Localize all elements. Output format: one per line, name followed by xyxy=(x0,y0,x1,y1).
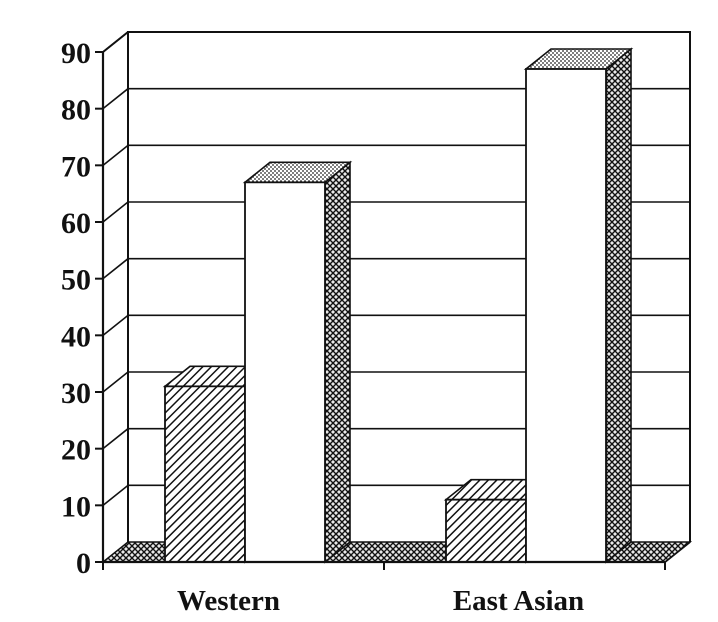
bar-east-asian-s1-front xyxy=(445,498,527,563)
x-category-label-western: Western xyxy=(177,585,280,617)
bar-east-asian-s2-front xyxy=(525,68,607,563)
back-wall xyxy=(127,31,691,542)
y-tick-label-0: 0 xyxy=(76,547,91,580)
axes xyxy=(95,51,666,570)
y-tick-label-20: 20 xyxy=(61,434,91,467)
bars xyxy=(162,47,634,564)
wall-gridline-50 xyxy=(102,258,129,280)
wall-gridline-10 xyxy=(102,484,129,506)
y-tick-label-70: 70 xyxy=(61,150,91,183)
bar-western-s2-front xyxy=(244,181,326,563)
y-tick-label-40: 40 xyxy=(61,320,91,353)
y-tick-labels: 0 10 20 30 40 50 60 70 80 90 xyxy=(61,37,91,580)
x-category-labels: Western East Asian xyxy=(177,585,584,617)
y-tick-label-10: 10 xyxy=(61,490,91,523)
bar-western-s1-front xyxy=(164,385,246,563)
bar-east-asian-s2-side xyxy=(605,47,632,564)
wall-gridline-60 xyxy=(102,201,129,223)
wall-gridline-40 xyxy=(102,314,129,336)
wall-gridline-30 xyxy=(102,371,129,393)
wall-gridline-80 xyxy=(102,88,129,110)
wall-gridline-70 xyxy=(102,144,129,166)
left-wall-top-edge xyxy=(102,31,129,53)
y-tick-label-80: 80 xyxy=(61,94,91,127)
wall-gridline-20 xyxy=(102,428,129,450)
bar-western-s2-side xyxy=(324,160,351,564)
y-tick-label-30: 30 xyxy=(61,377,91,410)
x-category-label-east-asian: East Asian xyxy=(453,585,584,617)
y-tick-label-60: 60 xyxy=(61,207,91,240)
y-tick-label-50: 50 xyxy=(61,264,91,297)
y-tick-label-90: 90 xyxy=(61,37,91,70)
